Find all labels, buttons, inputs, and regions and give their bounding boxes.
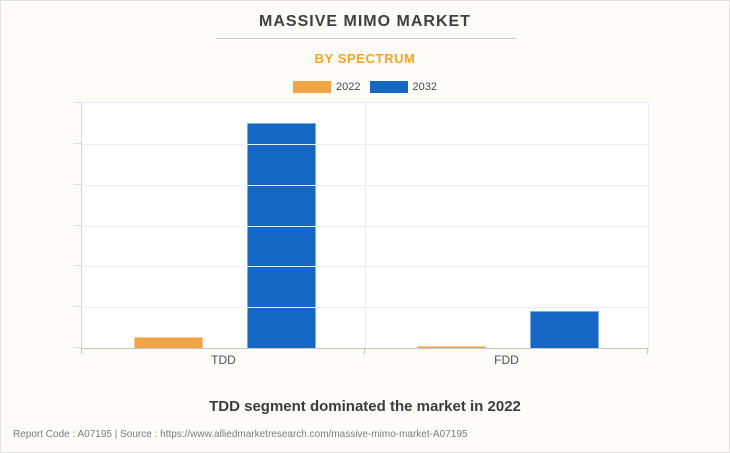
x-axis-label-tdd: TDD xyxy=(211,353,236,367)
x-axis-tick xyxy=(364,348,365,354)
legend-item-2032[interactable]: 2032 xyxy=(369,81,437,93)
chart-caption: TDD segment dominated the market in 2022 xyxy=(209,398,521,415)
legend-label: 2032 xyxy=(412,81,437,93)
gridline-horizontal xyxy=(82,307,648,309)
chart-subtitle: BY SPECTRUM xyxy=(314,51,416,66)
title-underline xyxy=(216,38,516,39)
legend-label: 2022 xyxy=(336,81,361,93)
bar-fdd-2032[interactable] xyxy=(530,311,599,348)
bar-tdd-2032[interactable] xyxy=(247,123,316,348)
y-axis-tick xyxy=(74,265,82,267)
legend-swatch xyxy=(293,81,332,93)
x-axis-tick xyxy=(647,348,648,354)
legend-swatch xyxy=(369,81,408,93)
legend: 2022 2032 xyxy=(1,81,729,93)
x-axis-tick xyxy=(81,348,82,354)
bar-fdd-2022[interactable] xyxy=(417,345,486,348)
y-axis-tick xyxy=(74,183,82,185)
report-source-note: Report Code : A07195 | Source : https://… xyxy=(13,429,468,440)
page-title: MASSIVE MIMO MARKET xyxy=(259,13,471,30)
gridline-horizontal xyxy=(82,143,648,145)
y-axis-tick xyxy=(74,347,82,348)
gridline-horizontal xyxy=(82,266,648,268)
legend-item-2022[interactable]: 2022 xyxy=(293,81,361,93)
x-axis-label-fdd: FDD xyxy=(494,353,519,367)
y-axis-tick xyxy=(74,224,82,226)
category-group-fdd: FDD xyxy=(365,103,648,367)
y-axis-tick xyxy=(74,142,82,144)
category-group-tdd: TDD xyxy=(82,103,365,367)
bar-tdd-2022[interactable] xyxy=(134,336,203,348)
y-axis-tick xyxy=(74,306,82,308)
y-axis-tick xyxy=(74,102,82,103)
gridline-horizontal xyxy=(82,184,648,186)
gridline-horizontal xyxy=(82,225,648,227)
plot-area: TDD FDD xyxy=(74,102,649,367)
